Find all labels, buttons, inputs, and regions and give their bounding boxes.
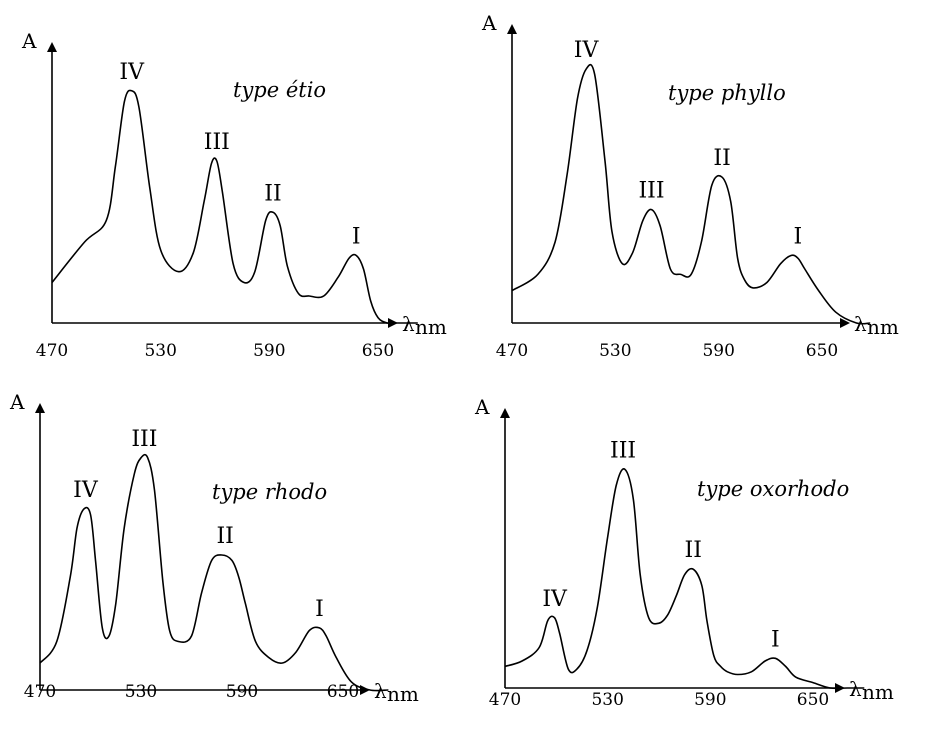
chart-title: type étio [233,78,326,102]
x-axis-unit: nm [415,315,447,339]
peak-label-II: II [264,181,281,206]
x-tick-label: 590 [253,341,285,361]
x-tick-label: 470 [24,682,56,702]
x-axis-unit: nm [387,682,419,706]
chart-title: type phyllo [668,81,786,105]
peak-label-IV: IV [542,587,568,612]
peak-label-I: I [794,225,803,250]
x-tick-label: 470 [496,341,528,361]
peak-label-IV: IV [119,60,145,85]
chart-title: type rhodo [212,480,327,504]
spectrum-curve [504,468,865,690]
x-axis-arrow [840,318,850,328]
x-tick-label: 650 [806,341,838,361]
spectrum-curve [511,63,871,325]
peak-label-I: I [771,627,780,652]
peak-label-II: II [685,538,702,563]
y-axis-arrow [35,403,45,413]
x-tick-label: 590 [694,690,726,710]
x-tick-label: 530 [591,690,623,710]
x-axis-unit: nm [867,315,899,339]
peak-label-IV: IV [73,478,99,503]
peak-label-I: I [352,225,361,250]
peak-label-I: I [315,597,324,622]
y-axis-label: A [474,395,490,419]
x-tick-label: 470 [489,690,521,710]
x-tick-label: 530 [144,341,176,361]
x-tick-label: 530 [599,341,631,361]
x-tick-label: 650 [362,341,394,361]
x-tick-label: 470 [36,341,68,361]
spectrum-curve [51,89,418,325]
chart-title: type oxorhodo [697,477,849,501]
y-axis-label: A [21,29,37,53]
peak-label-III: III [638,179,664,204]
peak-label-III: III [131,427,157,452]
y-axis-label: A [481,11,497,35]
x-tick-label: 590 [226,682,258,702]
peak-label-III: III [610,438,636,463]
x-tick-label: 650 [797,690,829,710]
peak-label-II: II [713,146,730,171]
y-axis-label: A [9,390,25,414]
y-axis-arrow [47,42,57,52]
x-tick-label: 590 [702,341,734,361]
x-axis-label: λ [402,312,415,336]
x-tick-label: 530 [125,682,157,702]
y-axis-arrow [507,24,517,34]
peak-label-III: III [204,130,230,155]
peak-label-II: II [216,524,233,549]
x-tick-label: 650 [327,682,359,702]
y-axis-arrow [500,408,510,418]
x-axis-unit: nm [862,680,894,704]
peak-label-IV: IV [574,38,600,63]
spectrum-curve [39,453,389,692]
x-axis-label: λ [849,677,862,701]
